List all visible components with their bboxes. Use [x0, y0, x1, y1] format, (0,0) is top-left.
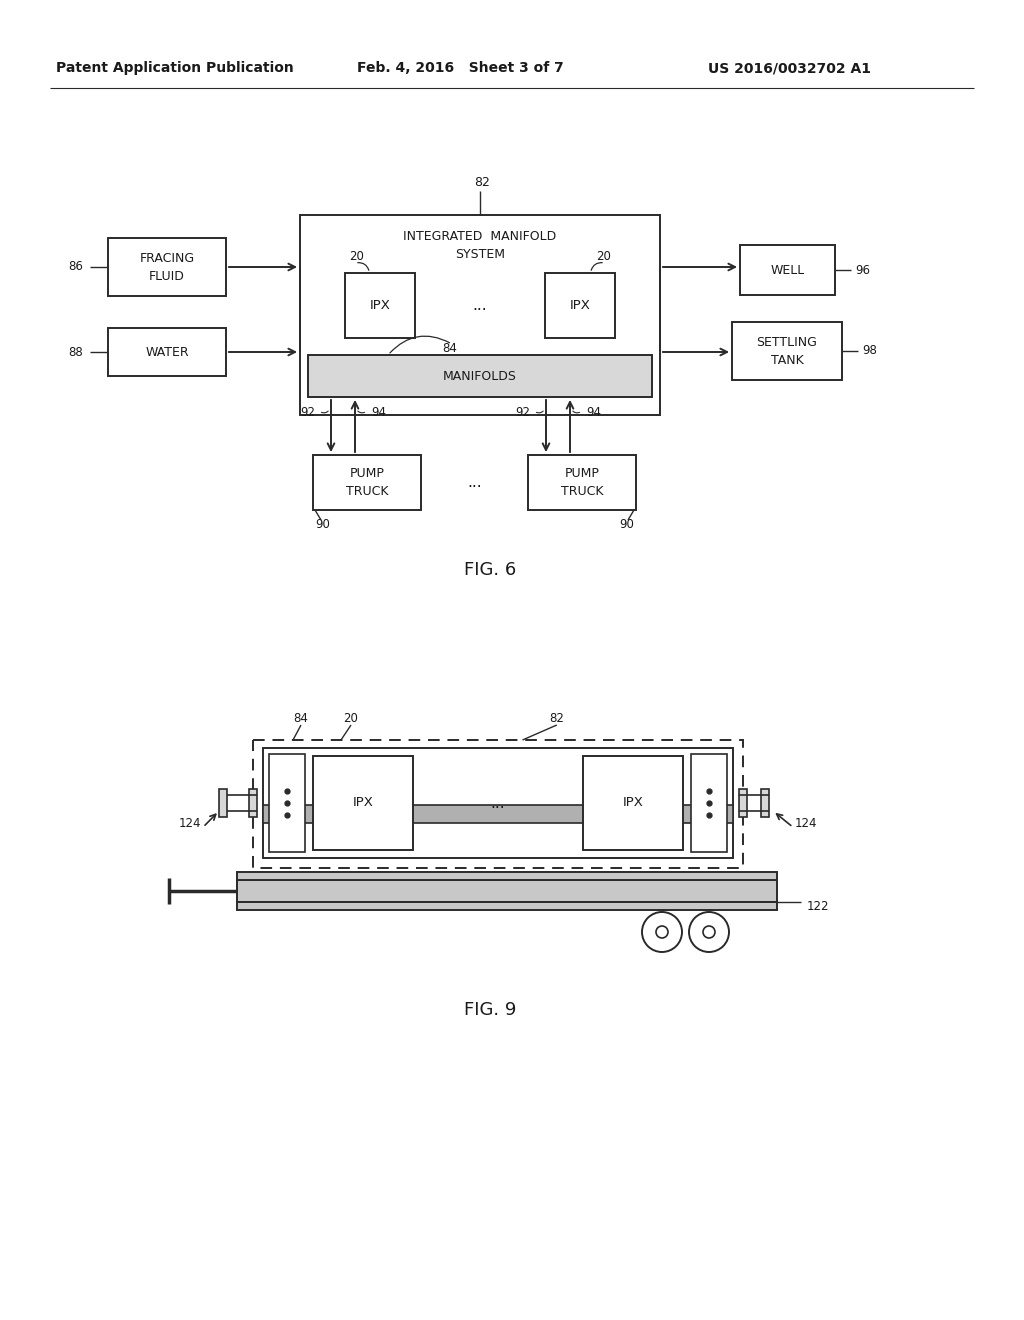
- Text: IPX: IPX: [623, 796, 643, 809]
- Bar: [313, 756, 413, 850]
- Text: FLUID: FLUID: [150, 269, 185, 282]
- Bar: [219, 789, 227, 817]
- Text: 90: 90: [620, 517, 634, 531]
- Text: 124: 124: [795, 817, 817, 830]
- Bar: [269, 754, 305, 851]
- Text: WELL: WELL: [770, 264, 805, 276]
- Bar: [300, 215, 660, 414]
- Text: MANIFOLDS: MANIFOLDS: [443, 370, 517, 383]
- Text: 82: 82: [549, 711, 564, 725]
- Bar: [545, 273, 615, 338]
- Text: 98: 98: [862, 345, 877, 358]
- Bar: [308, 355, 652, 397]
- Text: 122: 122: [807, 899, 829, 912]
- Text: WATER: WATER: [145, 346, 188, 359]
- Bar: [740, 246, 835, 294]
- Text: US 2016/0032702 A1: US 2016/0032702 A1: [709, 61, 871, 75]
- Bar: [528, 455, 636, 510]
- Text: FRACING: FRACING: [139, 252, 195, 264]
- Text: ...: ...: [490, 796, 505, 810]
- Bar: [263, 748, 733, 858]
- Text: PUMP: PUMP: [564, 467, 599, 480]
- Bar: [739, 789, 746, 817]
- Text: IPX: IPX: [569, 300, 591, 312]
- Text: 20: 20: [349, 251, 364, 264]
- Bar: [237, 880, 777, 902]
- Bar: [313, 455, 421, 510]
- Text: INTEGRATED  MANIFOLD: INTEGRATED MANIFOLD: [403, 231, 557, 243]
- Bar: [249, 789, 257, 817]
- Text: FIG. 9: FIG. 9: [464, 1001, 516, 1019]
- Bar: [345, 273, 415, 338]
- Bar: [691, 754, 727, 851]
- Bar: [108, 238, 226, 296]
- Text: Feb. 4, 2016   Sheet 3 of 7: Feb. 4, 2016 Sheet 3 of 7: [356, 61, 563, 75]
- Bar: [583, 756, 683, 850]
- Text: 20: 20: [344, 711, 358, 725]
- Bar: [263, 805, 733, 824]
- Bar: [761, 789, 769, 817]
- Text: 84: 84: [442, 342, 458, 355]
- Bar: [732, 322, 842, 380]
- Text: 84: 84: [294, 711, 308, 725]
- Text: 92: 92: [515, 405, 530, 418]
- Text: 90: 90: [315, 517, 330, 531]
- Text: TANK: TANK: [771, 354, 804, 367]
- Text: PUMP: PUMP: [349, 467, 384, 480]
- Text: 94: 94: [371, 405, 386, 418]
- Text: ...: ...: [473, 298, 487, 313]
- Text: FIG. 6: FIG. 6: [464, 561, 516, 579]
- Bar: [108, 327, 226, 376]
- Text: 82: 82: [474, 177, 489, 190]
- Text: 96: 96: [855, 264, 870, 276]
- Text: IPX: IPX: [352, 796, 374, 809]
- Bar: [237, 873, 777, 880]
- Text: TRUCK: TRUCK: [346, 484, 388, 498]
- Text: 92: 92: [300, 405, 315, 418]
- Bar: [253, 741, 743, 869]
- Text: 124: 124: [178, 817, 201, 830]
- Text: 94: 94: [586, 405, 601, 418]
- Text: SETTLING: SETTLING: [757, 335, 817, 348]
- Text: SYSTEM: SYSTEM: [455, 248, 505, 261]
- Text: 86: 86: [69, 260, 83, 273]
- Text: 88: 88: [69, 346, 83, 359]
- Text: IPX: IPX: [370, 300, 390, 312]
- Bar: [237, 902, 777, 909]
- Text: TRUCK: TRUCK: [561, 484, 603, 498]
- Text: ...: ...: [467, 475, 482, 490]
- Text: Patent Application Publication: Patent Application Publication: [56, 61, 294, 75]
- Text: 20: 20: [596, 251, 611, 264]
